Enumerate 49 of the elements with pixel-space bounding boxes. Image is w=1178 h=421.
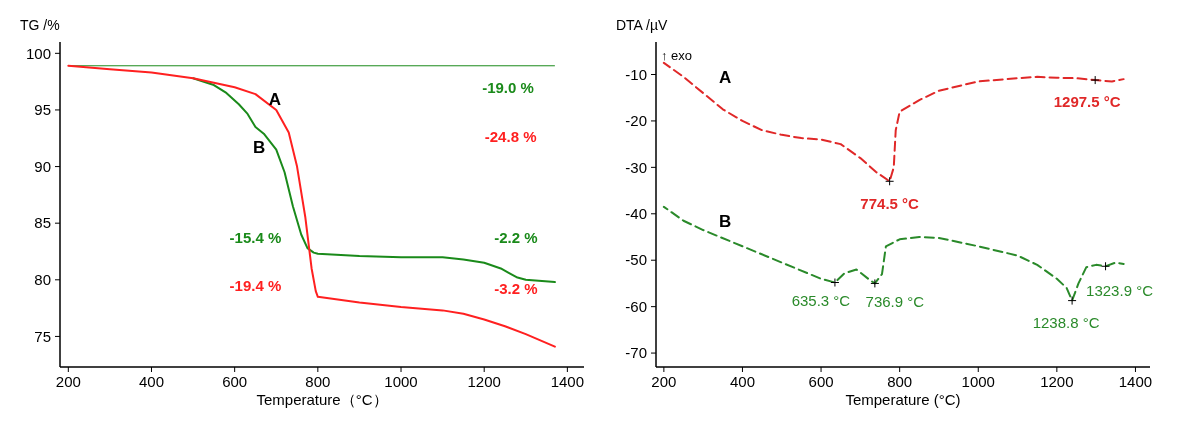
annotation: -15.4 %: [229, 229, 282, 247]
x-axis-title: Temperature（°C）: [256, 391, 388, 408]
annotation: -2.2 %: [494, 229, 538, 247]
annotation: ↑ exo: [660, 47, 693, 63]
annotation: 1297.5 °C: [1053, 93, 1121, 111]
annotation: 774.5 °C: [860, 194, 920, 212]
y-tick-label: -20: [625, 112, 647, 130]
x-tick-label: 1400: [550, 373, 585, 390]
y-tick-label: 85: [34, 214, 51, 232]
annotation: -24.8 %: [484, 127, 537, 145]
x-tick-label: 400: [729, 373, 755, 390]
y-tick-label: -40: [625, 205, 647, 223]
x-tick-label: 800: [887, 373, 913, 390]
y-tick-label: -10: [625, 65, 647, 83]
annotation: -19.4 %: [229, 277, 282, 294]
annotation: A: [268, 89, 281, 109]
annotation: -3.2 %: [494, 280, 538, 298]
y-tick-label: -30: [625, 158, 647, 176]
annotation: 1238.8 °C: [1032, 313, 1100, 331]
x-tick-label: 1000: [384, 373, 418, 390]
annotation: A: [719, 68, 732, 88]
y-axis-title: DTA /µV: [616, 17, 669, 33]
annotation: B: [252, 138, 266, 158]
x-tick-label: 600: [222, 373, 248, 390]
x-tick-label: 1200: [1040, 373, 1074, 390]
x-tick-label: 200: [651, 373, 677, 390]
y-tick-label: -60: [625, 297, 647, 315]
x-tick-label: 400: [138, 373, 165, 390]
y-tick-label: -70: [625, 344, 647, 362]
x-tick-label: 1400: [1118, 373, 1153, 390]
y-tick-label: 95: [34, 101, 51, 119]
x-tick-label: 1200: [467, 373, 501, 390]
annotation: B: [719, 211, 732, 231]
y-tick-label: -50: [625, 251, 647, 269]
x-tick-label: 800: [305, 373, 331, 390]
y-tick-label: 75: [34, 327, 51, 345]
x-tick-label: 1000: [961, 373, 995, 390]
annotation: 736.9 °C: [865, 292, 925, 310]
x-axis-title: Temperature (°C): [845, 391, 961, 408]
annotation: 635.3 °C: [791, 291, 851, 309]
y-tick-label: 100: [25, 44, 51, 62]
annotation: -19.0 %: [482, 78, 534, 96]
y-tick-label: 90: [34, 157, 51, 175]
x-tick-label: 200: [55, 373, 81, 390]
x-tick-label: 600: [808, 373, 834, 390]
y-axis-title: TG /%: [20, 17, 60, 33]
y-tick-label: 80: [34, 271, 51, 289]
annotation: 1323.9 °C: [1086, 281, 1154, 299]
line-series: [67, 64, 556, 348]
